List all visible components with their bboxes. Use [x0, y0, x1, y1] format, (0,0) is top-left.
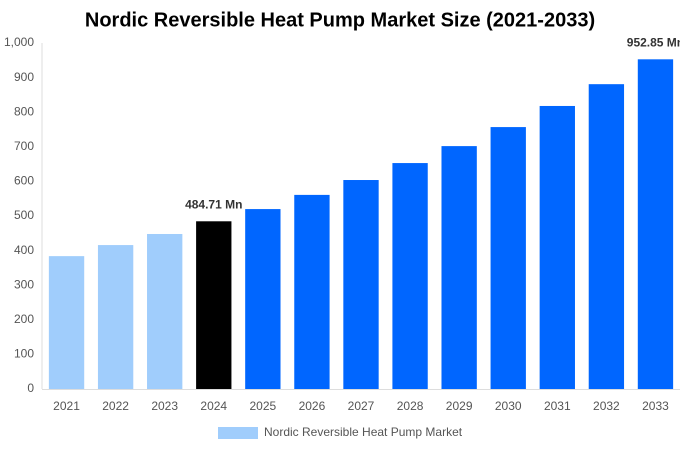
x-tick-label: 2021 [53, 399, 80, 413]
bar [588, 84, 625, 389]
data-label: 484.71 Mn [185, 197, 242, 211]
bar [441, 146, 477, 389]
y-tick-label: 400 [14, 243, 34, 257]
y-tick-label: 200 [14, 312, 34, 326]
y-tick-label: 900 [14, 70, 34, 84]
x-tick-label: 2024 [200, 399, 227, 413]
bar [343, 180, 379, 389]
x-tick-label: 2022 [102, 399, 129, 413]
x-tick-label: 2026 [299, 399, 326, 413]
y-tick-label: 500 [14, 208, 34, 222]
bar [637, 59, 674, 389]
y-tick-label: 800 [14, 104, 34, 118]
bar [147, 233, 183, 389]
legend-label: Nordic Reversible Heat Pump Market [264, 425, 463, 439]
y-tick-label: 600 [14, 174, 34, 188]
bar [245, 209, 281, 389]
bar [196, 221, 232, 389]
bar [97, 245, 134, 389]
x-tick-label: 2031 [544, 399, 571, 413]
chart-title: Nordic Reversible Heat Pump Market Size … [85, 9, 595, 31]
x-tick-label: 2028 [397, 399, 424, 413]
bar [392, 163, 428, 389]
x-tick-label: 2032 [593, 399, 620, 413]
bar [48, 256, 85, 389]
x-tick-label: 2030 [495, 399, 522, 413]
y-tick-label: 1,000 [4, 35, 34, 49]
y-tick-label: 700 [14, 139, 34, 153]
x-tick-label: 2029 [446, 399, 473, 413]
y-tick-label: 300 [14, 277, 34, 291]
x-tick-label: 2025 [249, 399, 276, 413]
y-tick-label: 0 [27, 381, 34, 395]
legend-swatch [218, 427, 258, 439]
bar [490, 127, 526, 389]
x-tick-label: 2027 [348, 399, 375, 413]
y-tick-label: 100 [14, 347, 34, 361]
x-tick-label: 2033 [642, 399, 669, 413]
bar [294, 194, 330, 389]
data-label: 952.85 Mn [627, 35, 680, 49]
bar [539, 105, 575, 390]
x-tick-label: 2023 [151, 399, 178, 413]
